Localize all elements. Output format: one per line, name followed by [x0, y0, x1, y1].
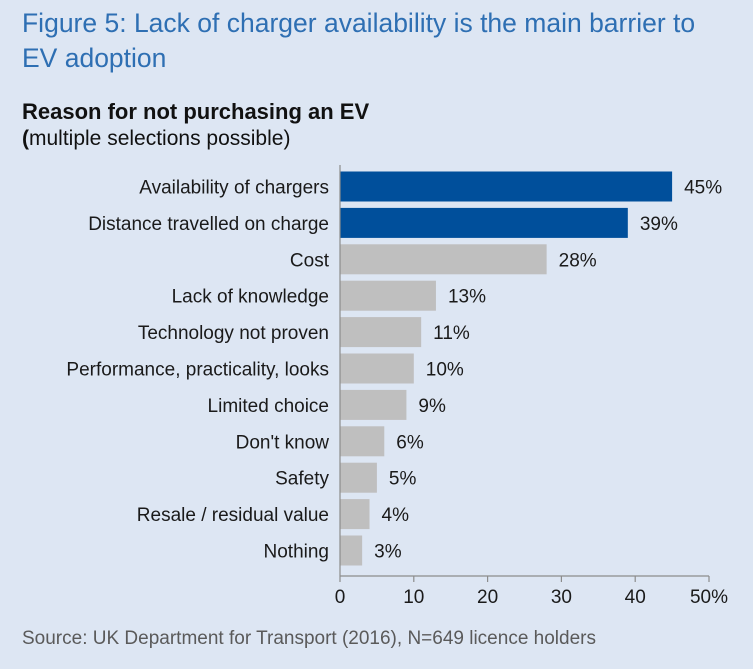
- bar: [340, 389, 407, 420]
- x-tick-label: 0: [335, 587, 346, 608]
- x-tick-label: 50%: [690, 587, 728, 608]
- data-label: 9%: [418, 396, 446, 417]
- data-label: 39%: [640, 214, 678, 235]
- chart-subtitle-note: (multiple selections possible): [22, 124, 290, 154]
- x-tick-label: 30: [551, 587, 572, 608]
- data-label: 5%: [389, 469, 417, 490]
- bar: [340, 462, 377, 493]
- bar: [340, 535, 363, 566]
- bar: [340, 280, 436, 311]
- bar: [340, 171, 673, 202]
- data-label: 3%: [374, 542, 402, 563]
- x-tick-label: 10: [403, 587, 424, 608]
- category-label: Don't know: [236, 432, 330, 453]
- category-label: Limited choice: [208, 396, 329, 417]
- chart-subtitle: Reason for not purchasing an EV: [22, 99, 370, 124]
- category-label: Nothing: [264, 542, 330, 563]
- source-note: Source: UK Department for Transport (201…: [22, 628, 596, 649]
- category-label: Lack of knowledge: [172, 287, 329, 308]
- category-label: Resale / residual value: [137, 505, 329, 526]
- bar: [340, 207, 628, 238]
- category-label: Performance, practicality, looks: [66, 360, 329, 381]
- data-label: 4%: [382, 505, 410, 526]
- bar: [340, 353, 414, 384]
- category-label: Cost: [290, 250, 330, 271]
- data-label: 45%: [684, 178, 722, 199]
- data-label: 11%: [433, 323, 470, 344]
- bar: [340, 244, 547, 275]
- figure-title: Figure 5: Lack of charger availability i…: [22, 8, 696, 73]
- bar: [340, 499, 370, 530]
- bar: [340, 426, 385, 457]
- bar-chart: Availability of chargers 45% Distance trav…: [66, 165, 728, 608]
- x-tick-label: 20: [477, 587, 498, 608]
- category-label: Availability of chargers: [139, 178, 329, 199]
- category-label: Technology not proven: [138, 323, 329, 344]
- category-label: Distance travelled on charge: [88, 214, 329, 235]
- bar: [340, 317, 422, 348]
- x-tick-label: 40: [625, 587, 646, 608]
- category-label: Safety: [275, 469, 329, 490]
- note-text: multiple selections possible): [29, 127, 291, 150]
- data-label: 6%: [396, 432, 424, 453]
- data-label: 10%: [426, 360, 464, 381]
- data-label: 13%: [448, 287, 486, 308]
- data-label: 28%: [559, 250, 597, 271]
- note-open-paren: (: [22, 127, 29, 150]
